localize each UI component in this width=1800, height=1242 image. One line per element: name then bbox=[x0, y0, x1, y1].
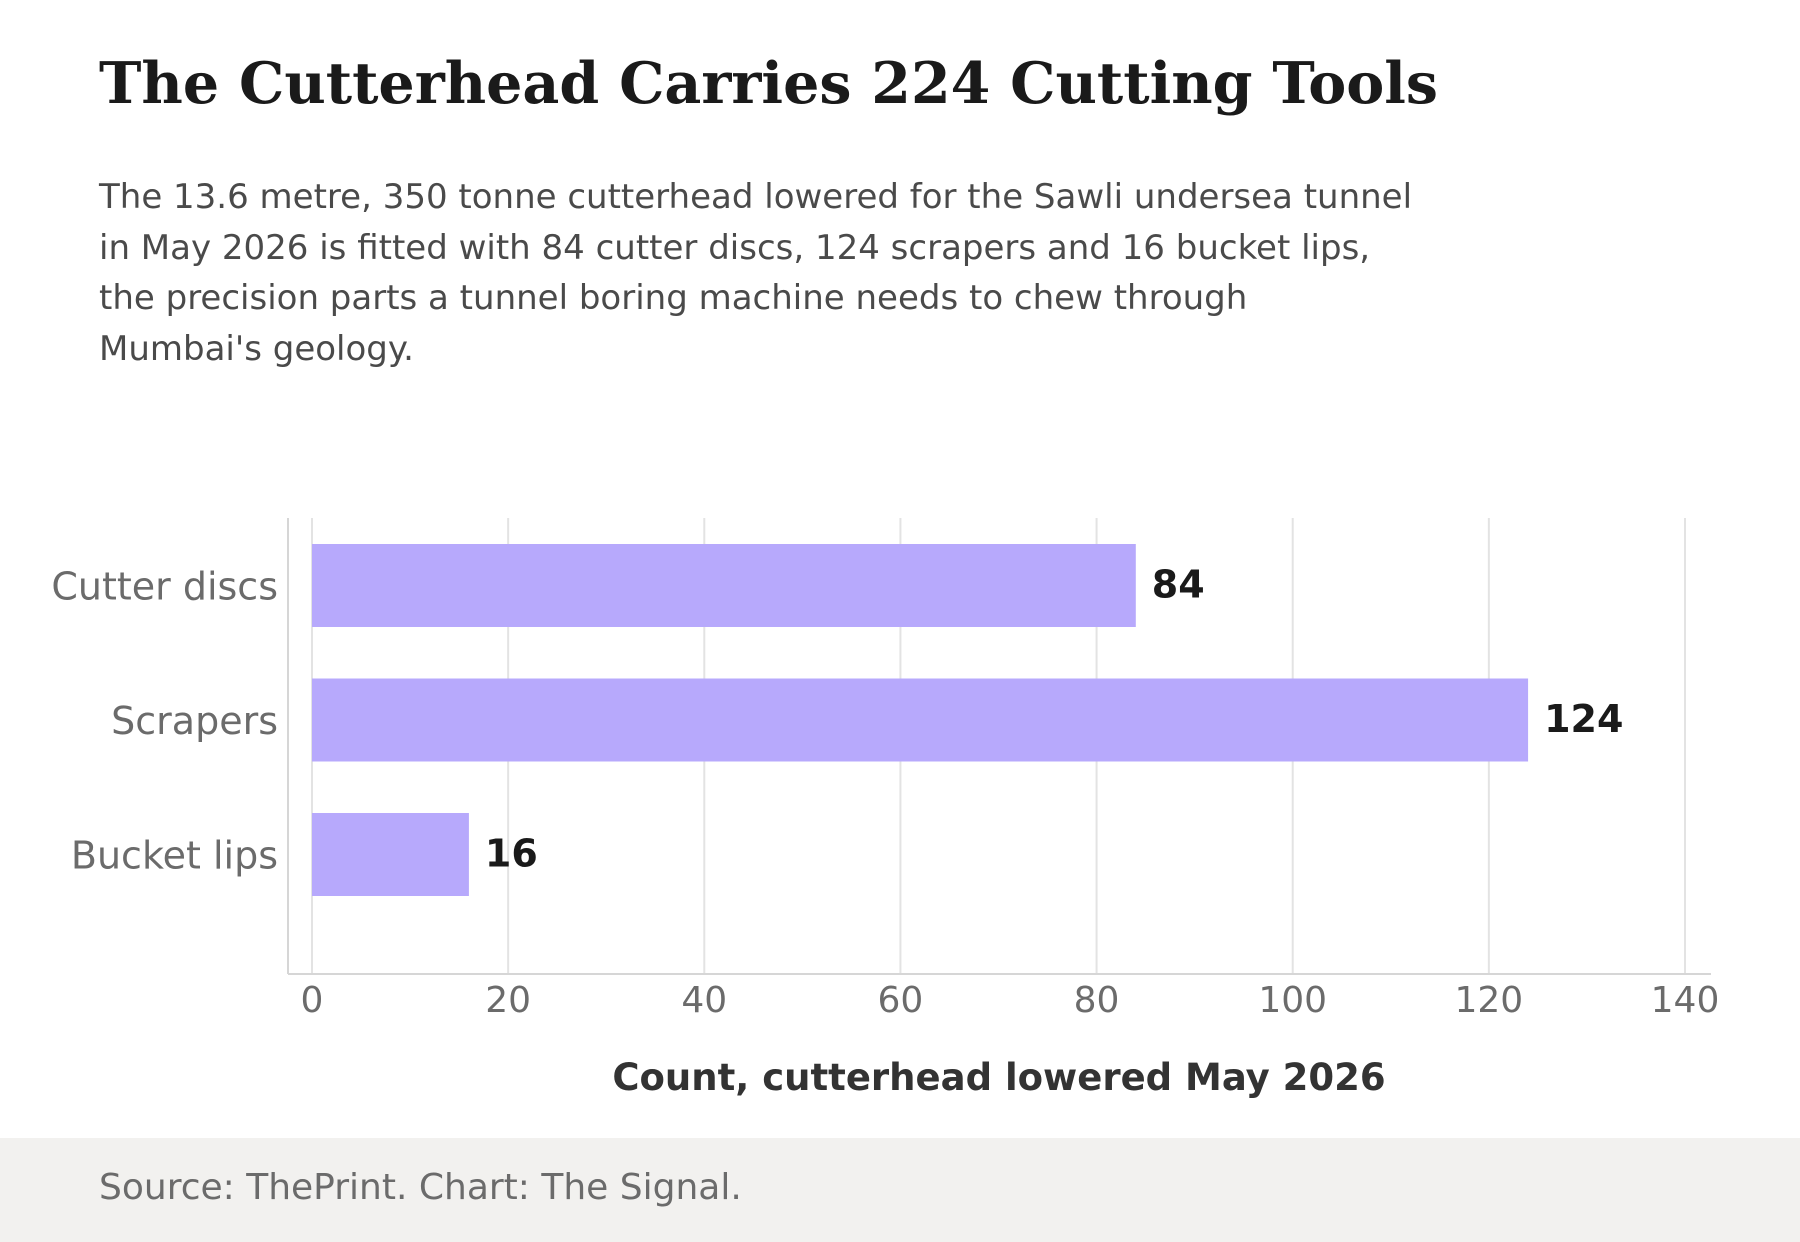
x-tick-label: 140 bbox=[1651, 980, 1720, 1021]
x-tick-label: 60 bbox=[878, 980, 924, 1021]
bar-value-label: 16 bbox=[485, 832, 538, 876]
bar-value-label: 124 bbox=[1544, 697, 1623, 741]
x-tick-label: 0 bbox=[301, 980, 324, 1021]
category-labels: Cutter discs Scrapers Bucket lips bbox=[51, 565, 278, 878]
x-tick-label: 100 bbox=[1258, 980, 1327, 1021]
footer-band bbox=[0, 1138, 1800, 1242]
bars bbox=[312, 544, 1529, 896]
bar-value-label: 84 bbox=[1152, 563, 1205, 607]
category-label: Scrapers bbox=[111, 699, 278, 743]
category-label: Bucket lips bbox=[71, 834, 278, 878]
bar bbox=[312, 678, 1529, 762]
x-tick-label: 80 bbox=[1074, 980, 1120, 1021]
x-tick-label: 40 bbox=[681, 980, 727, 1021]
chart-title: The Cutterhead Carries 224 Cutting Tools bbox=[99, 50, 1439, 117]
chart-subtitle: The 13.6 metre, 350 tonne cutterhead low… bbox=[99, 177, 1413, 369]
bar bbox=[312, 813, 469, 896]
x-axis-title: Count, cutterhead lowered May 2026 bbox=[612, 1056, 1385, 1099]
axes bbox=[287, 518, 1711, 975]
x-tick-labels: 0 20 40 60 80 100 120 140 bbox=[301, 980, 1720, 1021]
bar-value-labels: 84 124 16 bbox=[485, 563, 1623, 876]
x-tick-label: 20 bbox=[485, 980, 531, 1021]
x-tick-label: 120 bbox=[1454, 980, 1523, 1021]
source-note: Source: ThePrint. Chart: The Signal. bbox=[99, 1167, 742, 1208]
bar bbox=[312, 544, 1136, 627]
category-label: Cutter discs bbox=[51, 565, 278, 609]
